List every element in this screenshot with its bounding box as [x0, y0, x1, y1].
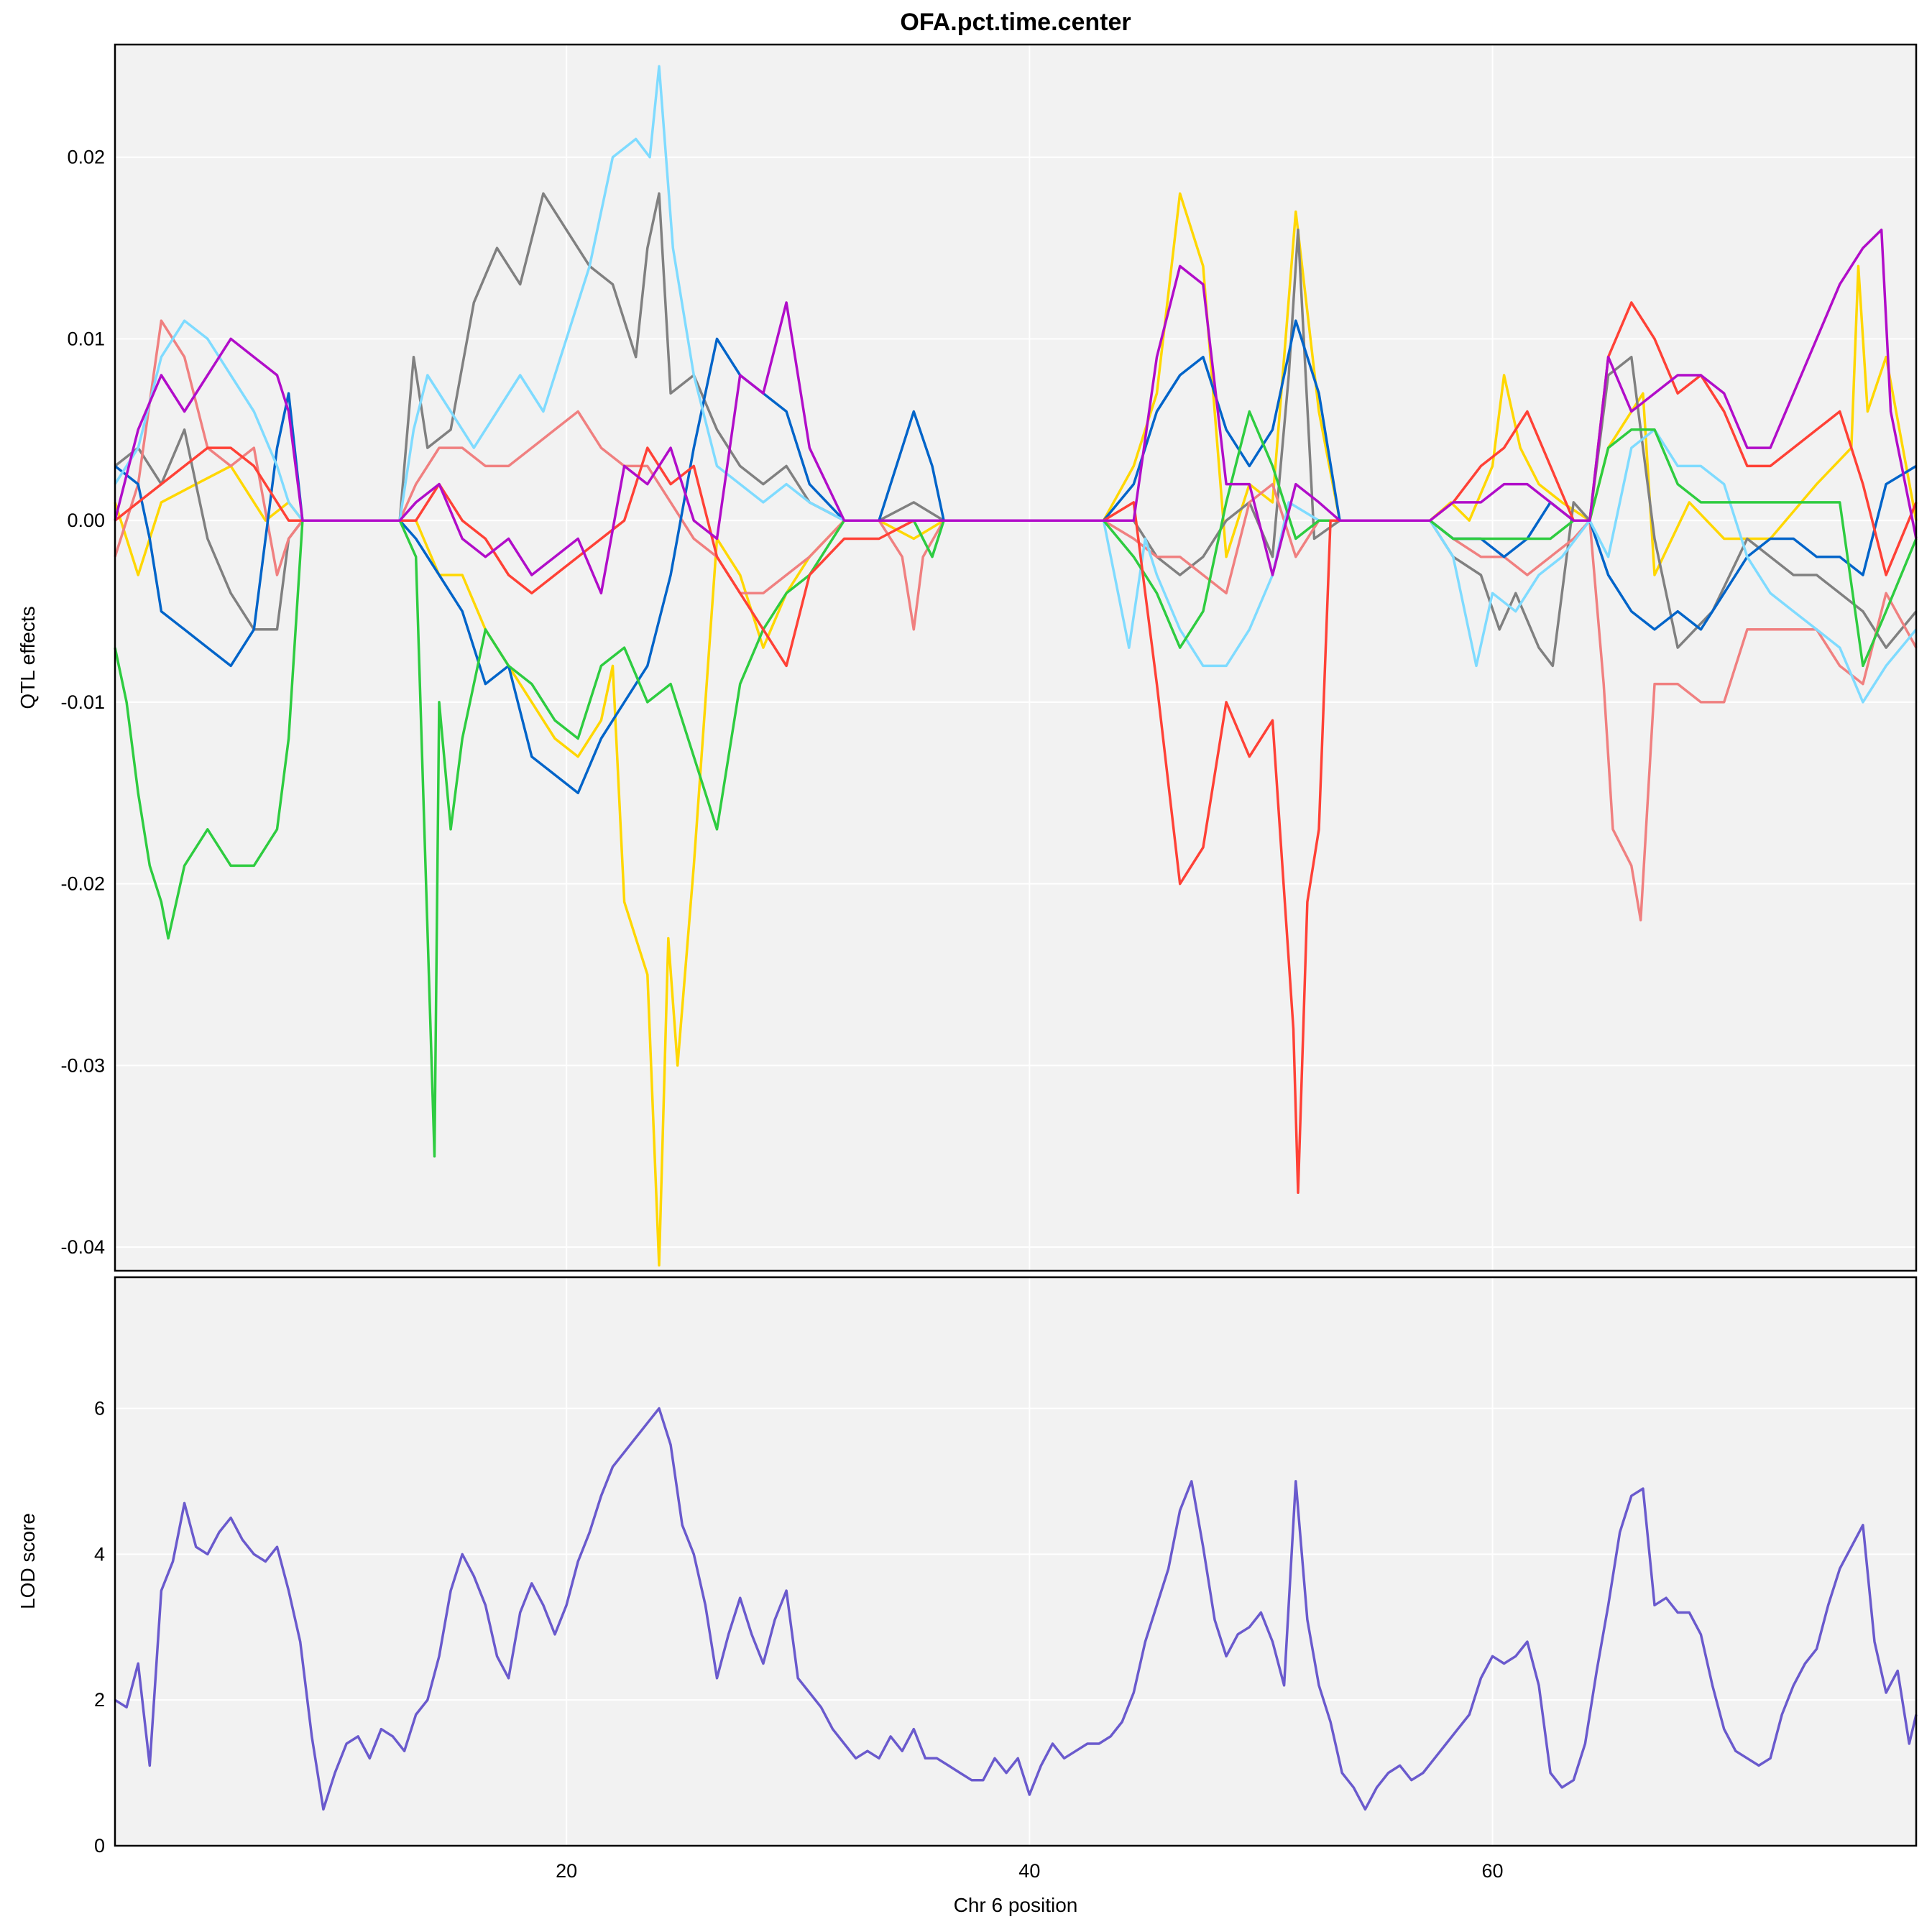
effects-series-group [114, 65, 1918, 1267]
x-axis-label: Chr 6 position [954, 1894, 1078, 1916]
effects-y-tick-label: -0.03 [60, 1054, 105, 1076]
lod-y-axis-label: LOD score [17, 1513, 39, 1609]
effects-y-axis-label: QTL effects [17, 606, 39, 709]
x-tick-label: 60 [1482, 1860, 1504, 1882]
effects-y-tick-label: 0.02 [67, 147, 105, 168]
effect-series-line-4 [114, 319, 1917, 795]
x-tick-label: 20 [556, 1860, 577, 1882]
effect-series-line-7 [114, 301, 1918, 1195]
effects-y-tick-label: 0.01 [67, 328, 105, 349]
effects-plot-frame [114, 43, 1918, 1272]
lod-score-line [114, 1407, 1918, 1811]
effects-y-tick-label: -0.02 [60, 873, 105, 895]
lod-y-tick-label: 6 [94, 1398, 105, 1420]
lod-series-group [114, 1407, 1918, 1811]
effect-series-line-1 [114, 192, 1918, 1267]
lod-plot-frame [114, 1276, 1918, 1847]
lod-y-tick-label: 2 [94, 1689, 105, 1711]
lod-y-ticks: 0 2 4 6 [94, 1398, 105, 1857]
lod-y-tick-label: 4 [94, 1543, 105, 1565]
x-tick-label: 40 [1018, 1860, 1040, 1882]
effects-y-ticks: 0.02 0.01 0.00 -0.01 -0.02 -0.03 -0.04 [60, 147, 105, 1258]
effects-y-tick-label: 0.00 [67, 510, 105, 531]
effects-y-tick-label: -0.04 [60, 1236, 105, 1258]
lod-y-tick-label: 0 [94, 1835, 105, 1857]
effects-plot-background [115, 45, 1916, 1271]
effects-panel: 0.02 0.01 0.00 -0.01 -0.02 -0.03 -0.04 QTL eff… [17, 43, 1918, 1272]
effect-series-line-8 [114, 229, 1918, 595]
effects-chart-title: OFA.pct.time.center [900, 9, 1131, 36]
effects-y-tick-label: -0.01 [60, 691, 105, 713]
lod-panel: 0 2 4 6 20 40 60 LOD score Chr 6 position [17, 1276, 1918, 1916]
x-ticks: 20 40 60 [556, 1860, 1503, 1882]
